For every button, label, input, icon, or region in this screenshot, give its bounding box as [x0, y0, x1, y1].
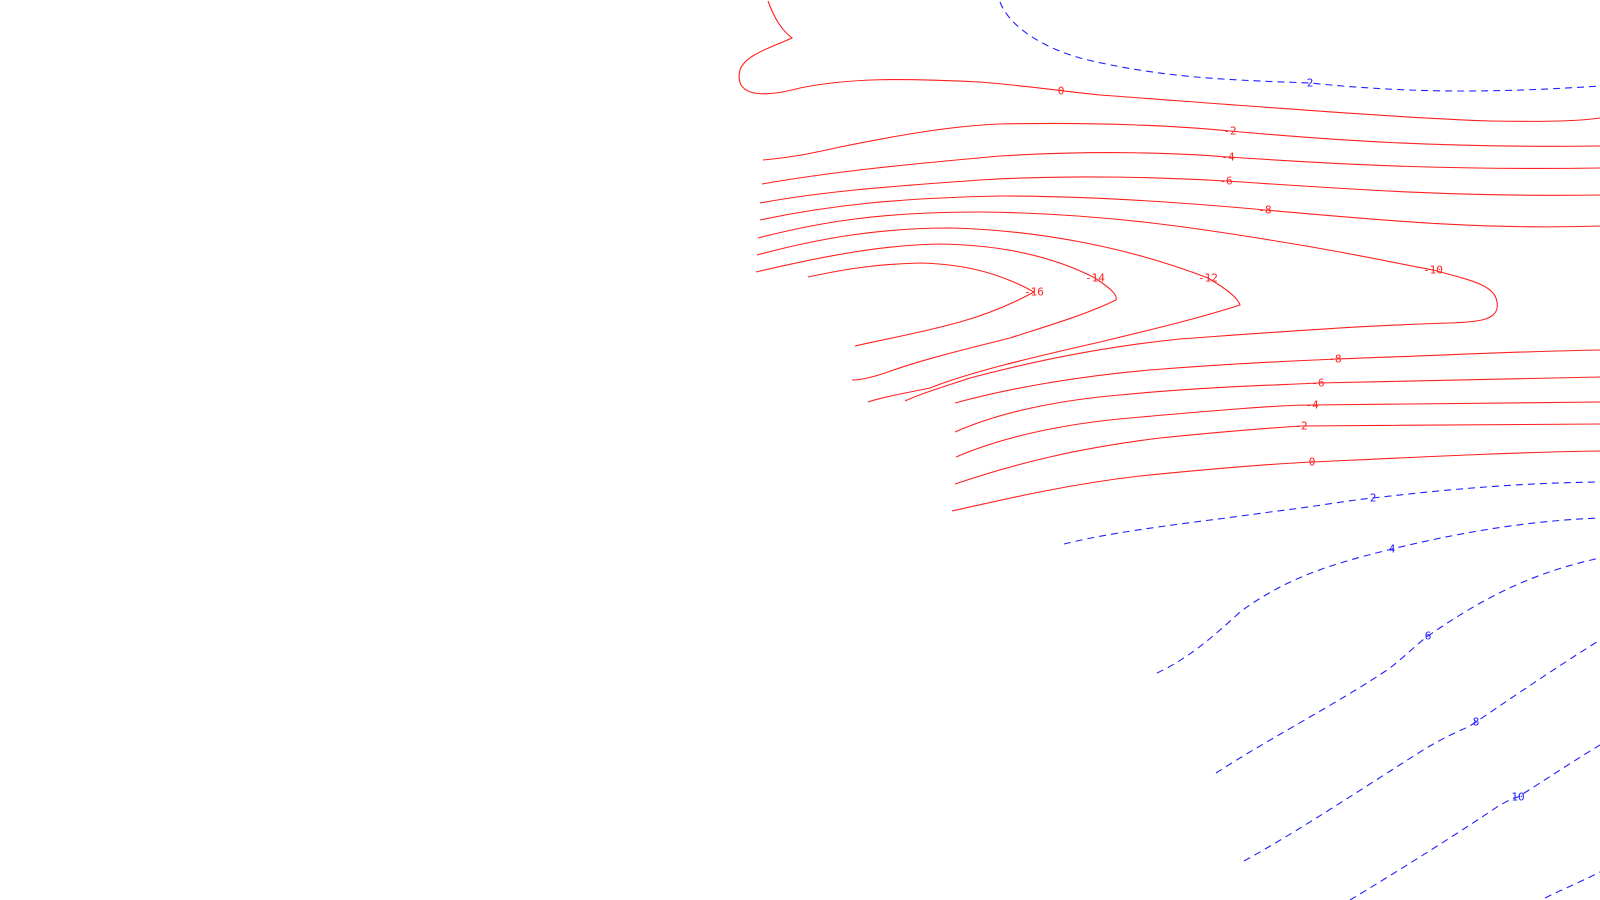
contour-label-n2-top: -2 — [1223, 125, 1236, 138]
contour-line-n2-bot — [954, 423, 1600, 485]
contour-label-n6-top: -6 — [1219, 175, 1232, 188]
contour-line-p6 — [1215, 557, 1600, 774]
contour-label-n10: -10 — [1423, 264, 1443, 277]
contour-label-n14: -14 — [1085, 272, 1105, 285]
contour-line-p8 — [1243, 639, 1600, 862]
contour-line-p2-top — [999, 1, 1600, 92]
contour-label-p10: 10 — [1511, 791, 1524, 804]
contour-line-p10-tail — [1544, 871, 1600, 899]
contour-label-n8-bot: -8 — [1328, 353, 1341, 366]
contour-label-n4-bot: -4 — [1305, 399, 1319, 412]
contour-line-n6-bot — [954, 376, 1600, 433]
contour-line-n10 — [757, 211, 1498, 402]
contour-label-n2-bot: -2 — [1294, 420, 1307, 433]
contour-line-n4-top — [761, 152, 1600, 185]
contour-line-p4 — [1156, 517, 1600, 674]
contour-label-p6: 6 — [1425, 630, 1432, 643]
contour-label-p4: 4 — [1389, 543, 1396, 556]
contour-label-n4-top: -4 — [1221, 151, 1235, 164]
contour-label-p2-top: 2 — [1307, 77, 1314, 90]
contour-line-p10 — [1349, 744, 1600, 900]
contour-line-0-top — [738, 0, 1600, 122]
contour-line-n6-top — [759, 176, 1600, 204]
contour-line-n12 — [756, 227, 1241, 403]
contour-labels: 2 0 -2 -4 -6 -8 -10 -12 -14 -16 -8 -6 -4 -2 0 2 4 6 8 10 — [1024, 77, 1525, 804]
contour-label-p2-bot: 2 — [1370, 492, 1377, 505]
contour-line-n4-bot — [955, 401, 1600, 458]
contour-label-0-top: 0 — [1058, 85, 1065, 98]
contour-label-p8: 8 — [1473, 716, 1480, 729]
contour-label-n16: -16 — [1024, 286, 1044, 299]
contour-line-n8-top — [759, 195, 1600, 228]
contour-line-n8-bot — [954, 349, 1600, 404]
contour-label-n12: -12 — [1198, 272, 1218, 285]
contour-label-n6-bot: -6 — [1311, 377, 1324, 390]
contour-line-n14 — [755, 243, 1117, 381]
contour-label-0-bot: 0 — [1309, 456, 1316, 469]
contour-line-n16 — [807, 262, 1036, 347]
contour-label-n8-top: -8 — [1258, 204, 1271, 217]
contour-line-p2-bot — [1063, 481, 1600, 545]
contour-lines — [738, 0, 1600, 900]
contour-line-0-bot — [951, 450, 1600, 512]
contour-line-n2-top — [762, 122, 1600, 161]
